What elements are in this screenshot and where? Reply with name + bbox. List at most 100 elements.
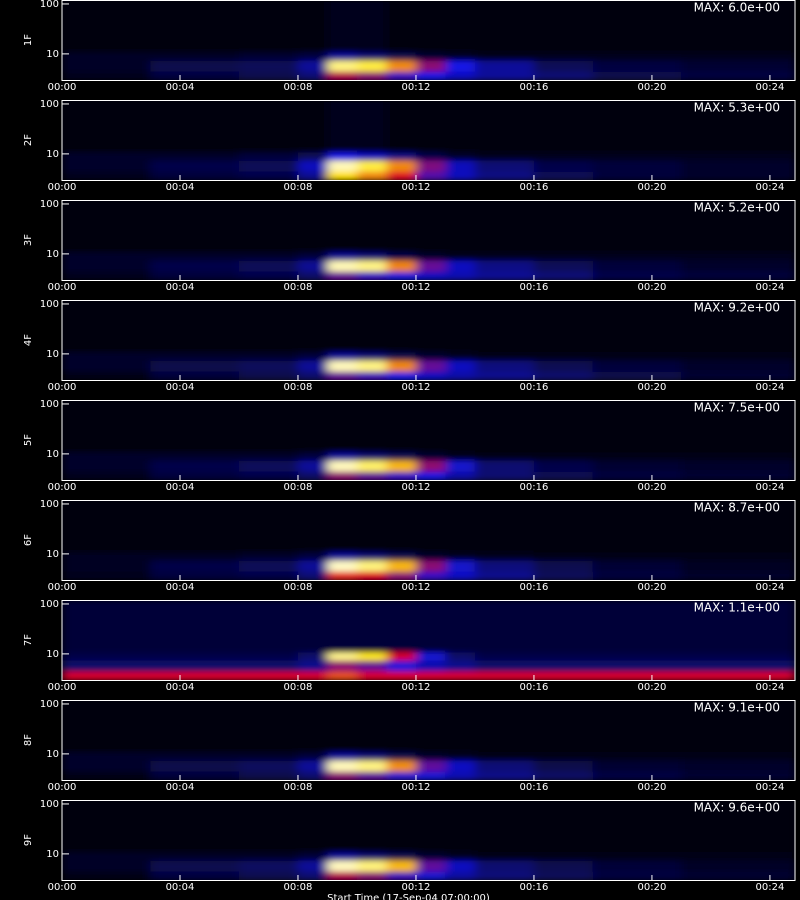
heatmap-cell — [445, 351, 476, 361]
heatmap-cell — [386, 471, 417, 480]
heatmap-cell — [415, 671, 446, 680]
heatmap-cell — [62, 860, 151, 872]
heatmap-cell — [297, 160, 328, 172]
heatmap-cell — [327, 260, 358, 272]
heatmap-cell — [327, 671, 358, 680]
heatmap-cell — [238, 871, 299, 880]
x-tick-label: 00:04 — [166, 882, 195, 893]
heatmap-cell — [533, 100, 594, 153]
heatmap-cell — [150, 771, 240, 780]
x-tick-label: 00:20 — [638, 82, 667, 93]
heatmap-cell — [415, 360, 446, 372]
heatmap-cell — [62, 700, 151, 753]
heatmap-cell — [533, 260, 594, 272]
heatmap-cell — [415, 760, 446, 772]
heatmap-cell — [150, 871, 240, 880]
heatmap-cell — [297, 651, 328, 661]
x-tick-label: 00:24 — [756, 882, 785, 893]
heatmap-cell — [356, 860, 387, 872]
heatmap-cell — [238, 200, 299, 253]
heatmap-cell — [327, 300, 358, 353]
x-tick-label: 00:04 — [166, 682, 195, 693]
heatmap-cell — [386, 160, 417, 172]
heatmap-cell — [592, 760, 682, 772]
heatmap-cell — [474, 800, 535, 853]
heatmap-cell — [533, 800, 594, 853]
heatmap-cell — [592, 700, 682, 753]
heatmap-cell — [681, 71, 795, 80]
heatmap-cell — [533, 860, 594, 872]
heatmap-cell — [474, 351, 535, 361]
y-tick-label: 100 — [40, 499, 59, 510]
heatmap-cell — [681, 700, 795, 753]
heatmap — [62, 200, 795, 280]
heatmap-cell — [415, 551, 446, 561]
heatmap-cell — [474, 551, 535, 561]
heatmap-cell — [238, 760, 299, 772]
heatmap-cell — [681, 851, 795, 861]
heatmap-cell — [445, 760, 476, 772]
x-tick-label: 00:00 — [48, 782, 77, 793]
heatmap-cell — [356, 560, 387, 572]
heatmap-cell — [356, 51, 387, 61]
heatmap — [62, 400, 795, 480]
heatmap-cell — [62, 171, 151, 180]
y-tick-label: 10 — [46, 649, 59, 660]
heatmap-cell — [681, 760, 795, 772]
y-tick-label: 100 — [40, 99, 59, 110]
heatmap-cell — [356, 200, 387, 253]
heatmap-cell — [327, 371, 358, 380]
heatmap-cell — [592, 451, 682, 461]
heatmap-cell — [445, 300, 476, 353]
heatmap-cell — [592, 651, 682, 661]
heatmap-cell — [297, 451, 328, 461]
heatmap-cell — [681, 0, 795, 53]
heatmap-cell — [681, 251, 795, 261]
heatmap-cell — [533, 251, 594, 261]
heatmap-cell — [297, 151, 328, 161]
heatmap-cell — [415, 800, 446, 853]
heatmap-cell — [150, 851, 240, 861]
heatmap-cell — [592, 360, 682, 372]
heatmap-cell — [592, 171, 682, 180]
heatmap-cell — [327, 360, 358, 372]
heatmap-cell — [238, 651, 299, 661]
heatmap-cell — [474, 0, 535, 53]
heatmap-cell — [533, 471, 594, 480]
heatmap-cell — [386, 300, 417, 353]
x-tick-label: 00:20 — [638, 182, 667, 193]
heatmap-cell — [327, 771, 358, 780]
heatmap-cell — [681, 500, 795, 553]
heatmap-cell — [62, 471, 151, 480]
heatmap-cell — [62, 360, 151, 372]
heatmap-cell — [533, 300, 594, 353]
heatmap-cell — [592, 60, 682, 72]
heatmap-cell — [62, 251, 151, 261]
heatmap-cells — [62, 700, 795, 780]
heatmap-cell — [238, 660, 299, 672]
heatmap-cell — [150, 300, 240, 353]
x-tick-label: 00:20 — [638, 682, 667, 693]
x-tick-label: 00:24 — [756, 682, 785, 693]
heatmap-cell — [150, 651, 240, 661]
heatmap-cells — [62, 500, 795, 580]
heatmap-cell — [238, 360, 299, 372]
heatmap-cell — [445, 700, 476, 753]
heatmap-cell — [445, 671, 476, 680]
x-tick-label: 00:16 — [520, 282, 549, 293]
heatmap-cell — [386, 700, 417, 753]
x-tick-label: 00:12 — [402, 582, 431, 593]
heatmap-cell — [415, 500, 446, 553]
heatmap-cell — [327, 351, 358, 361]
heatmap-cell — [533, 560, 594, 572]
heatmap-cell — [592, 51, 682, 61]
heatmap-cell — [415, 200, 446, 253]
heatmap-cell — [62, 851, 151, 861]
heatmap-cell — [681, 271, 795, 280]
heatmap-cell — [150, 460, 240, 472]
heatmap-cell — [62, 500, 151, 553]
heatmap-cell — [62, 0, 151, 53]
heatmap-cell — [386, 371, 417, 380]
heatmap-cell — [62, 300, 151, 353]
heatmap-cell — [415, 300, 446, 353]
